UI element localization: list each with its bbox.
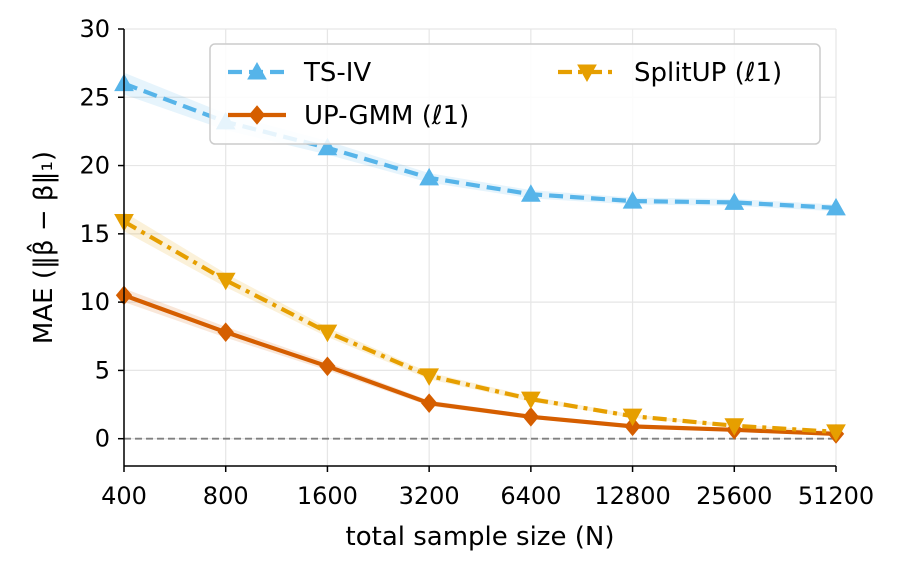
- y-tick-label: 0: [95, 425, 110, 453]
- point-s0-51200: [826, 197, 846, 216]
- legend-marker-0: [247, 61, 267, 80]
- point-s0-25600: [724, 192, 745, 210]
- y-tick-label: 5: [95, 356, 110, 384]
- x-tick-label: 25600: [696, 482, 772, 510]
- point-s0-1600: [317, 137, 338, 156]
- y-tick-label: 15: [79, 220, 110, 248]
- point-s2-51200: [826, 424, 846, 442]
- legend-label: SplitUP (ℓ1): [634, 58, 782, 88]
- y-tick-label: 25: [79, 83, 110, 111]
- series-2: [114, 214, 846, 442]
- point-s1-6400: [522, 407, 540, 427]
- point-s2-6400: [521, 391, 541, 410]
- series-line-1: [123, 293, 837, 437]
- legend-marker-1: [248, 105, 266, 125]
- point-s0-12800: [622, 191, 643, 209]
- tick-labels: 400 800 1600 3200 6400 12800 25600 51200 0 5 10 15 2…: [79, 15, 874, 510]
- x-tick-label: 1600: [297, 482, 358, 510]
- x-tick-label: 6400: [500, 482, 561, 510]
- legend-item-2: SplitUP (ℓ1): [558, 58, 782, 88]
- x-tick-label: 51200: [798, 482, 874, 510]
- series-line-2: [122, 219, 837, 434]
- point-s1-1600: [319, 356, 336, 377]
- legend: TS-IV UP-GMM (ℓ1) SplitUP (ℓ1): [209, 43, 821, 145]
- band-series-1: [124, 288, 836, 435]
- legend-item-0: TS-IV: [228, 58, 371, 88]
- point-s1-800: [217, 322, 234, 342]
- y-tick-label: 10: [79, 288, 110, 316]
- point-s0-6400: [521, 184, 541, 202]
- axes: [118, 28, 837, 472]
- point-s0-3200: [419, 167, 439, 186]
- x-tick-label: 3200: [399, 482, 460, 510]
- legend-frame: [209, 43, 821, 145]
- x-tick-label: 12800: [594, 482, 670, 510]
- x-tick-label: 400: [101, 482, 147, 510]
- point-s2-25600: [724, 418, 745, 436]
- legend-marker-2: [577, 64, 597, 83]
- point-s1-12800: [624, 416, 641, 437]
- point-s2-3200: [419, 368, 439, 386]
- point-s2-12800: [622, 408, 643, 427]
- point-s2-1600: [317, 324, 338, 343]
- y-axis-label: MAE (‖β̂ − β‖₁): [25, 151, 59, 344]
- x-axis-label: total sample size (N): [346, 522, 615, 552]
- legend-label: UP-GMM (ℓ1): [304, 101, 469, 131]
- point-s2-800: [215, 272, 236, 291]
- legend-item-1: UP-GMM (ℓ1): [228, 101, 469, 131]
- band-series-2: [124, 211, 836, 433]
- band-series-0: [124, 72, 836, 212]
- y-tick-label: 20: [79, 152, 110, 180]
- legend-label: TS-IV: [303, 58, 371, 88]
- x-tick-label: 800: [203, 482, 249, 510]
- point-s1-3200: [420, 393, 438, 413]
- y-tick-label: 30: [79, 15, 110, 43]
